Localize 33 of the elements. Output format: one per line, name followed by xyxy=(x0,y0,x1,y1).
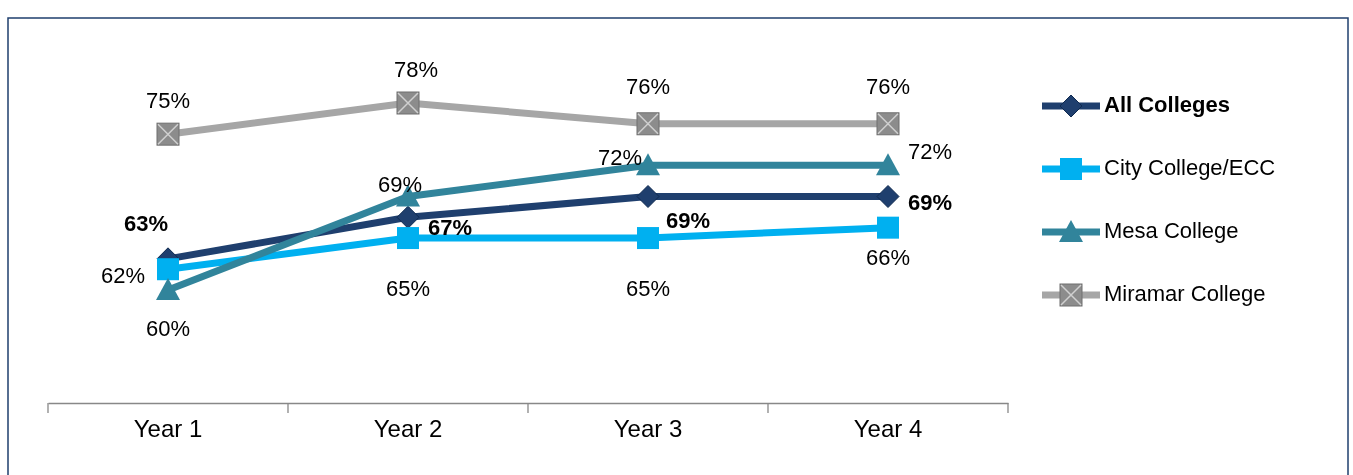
point xyxy=(157,258,179,281)
data-label: 72% xyxy=(597,145,643,171)
point xyxy=(876,185,900,208)
point xyxy=(877,216,899,239)
legend-label: Mesa College xyxy=(1104,217,1239,243)
legend-label: City College/ECC xyxy=(1104,154,1276,180)
data-label: 60% xyxy=(145,315,191,341)
data-label: 63% xyxy=(123,210,169,236)
x-tick-label: Year 3 xyxy=(613,415,683,443)
data-label: 76% xyxy=(865,73,911,99)
data-label: 69% xyxy=(377,172,423,198)
point xyxy=(636,185,660,208)
data-label: 76% xyxy=(625,73,671,99)
point xyxy=(876,153,900,176)
x-tick-label: Year 2 xyxy=(373,415,443,443)
point xyxy=(637,227,659,250)
data-label: 65% xyxy=(385,275,431,301)
point xyxy=(156,278,180,300)
data-label: 75% xyxy=(145,87,191,113)
data-label: 67% xyxy=(427,215,473,241)
legend-label: Miramar College xyxy=(1104,280,1266,306)
data-label: 66% xyxy=(865,245,911,271)
x-tick-label: Year 4 xyxy=(853,415,923,443)
x-tick-label: Year 1 xyxy=(133,415,203,443)
point xyxy=(396,205,420,229)
legend-label: All Colleges xyxy=(1104,91,1230,117)
data-label: 69% xyxy=(907,190,953,216)
data-label: 65% xyxy=(625,275,671,301)
data-label: 62% xyxy=(100,263,146,289)
point xyxy=(397,227,419,250)
data-label: 69% xyxy=(665,208,711,234)
data-label: 72% xyxy=(907,139,953,165)
data-label: 78% xyxy=(393,56,439,82)
